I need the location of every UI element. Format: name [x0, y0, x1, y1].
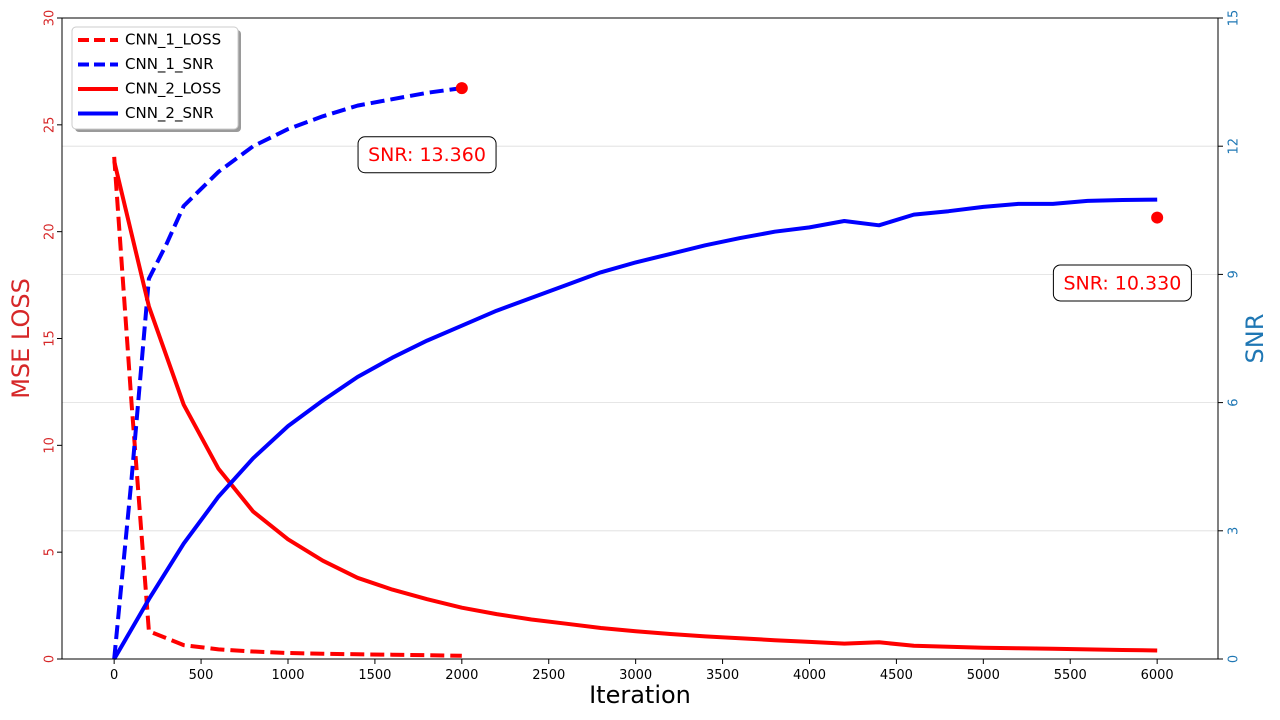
endpoint-marker — [1151, 211, 1164, 224]
grid-layer — [62, 145, 1218, 532]
x-tick-label: 5500 — [1054, 668, 1087, 683]
y-right-tick-label: 6 — [1227, 398, 1242, 406]
x-axis-label: Iteration — [589, 681, 691, 709]
x-tick-label: 5000 — [967, 668, 1000, 683]
annotation-text: SNR: 10.330 — [1063, 272, 1181, 294]
x-tick-label: 3500 — [706, 668, 739, 683]
endpoint-marker — [455, 82, 468, 95]
x-tick-label: 3000 — [619, 668, 652, 683]
y-left-tick-label: 0 — [43, 655, 58, 663]
y-left-tick-label: 30 — [43, 10, 58, 27]
x-tick-label: 2000 — [445, 668, 478, 683]
y-right-tick-label: 3 — [1227, 527, 1242, 535]
y-axis-left: 0 5 10 15 20 25 30 — [43, 10, 62, 663]
snr-annotation: SNR: 10.330 — [1052, 264, 1192, 302]
x-tick-label: 6000 — [1141, 668, 1174, 683]
legend-box — [71, 26, 239, 130]
annotation-box — [1052, 264, 1192, 302]
y-right-tick-label: 12 — [1227, 138, 1242, 155]
snr-annotation: SNR: 13.360 — [357, 136, 497, 174]
y-right-tick-label: 0 — [1227, 655, 1242, 663]
legend-label: CNN_1_LOSS — [125, 31, 221, 50]
x-tick-label: 1000 — [271, 668, 304, 683]
x-tick-label: 1500 — [358, 668, 391, 683]
legend-label: CNN_2_LOSS — [125, 80, 221, 99]
legend: CNN_1_LOSS CNN_1_SNR CNN_2_LOSS CNN_2_SNR — [71, 26, 241, 132]
y-left-tick-label: 15 — [43, 330, 58, 347]
annotation-text: SNR: 13.360 — [368, 144, 486, 166]
x-tick-label: 2500 — [532, 668, 565, 683]
annotation-box — [357, 136, 497, 174]
y-right-tick-label: 9 — [1227, 270, 1242, 278]
y-axis-right-label: SNR — [1241, 314, 1269, 364]
series-line-cnn-2-loss — [112, 160, 1158, 653]
x-tick-label: 0 — [110, 668, 118, 683]
y-left-tick-label: 25 — [43, 117, 58, 134]
series-line-cnn-1-loss — [112, 156, 462, 658]
x-tick-label: 4000 — [793, 668, 826, 683]
annotation-layer: SNR: 13.360 SNR: 10.330 — [357, 136, 1192, 302]
y-left-tick-label: 5 — [43, 548, 58, 556]
y-axis-right: 0 3 6 9 12 15 — [1218, 10, 1242, 663]
x-tick-label: 500 — [189, 668, 214, 683]
marker-layer — [455, 82, 1164, 224]
series-line-cnn-1-snr — [112, 86, 463, 660]
y-right-tick-label: 15 — [1227, 10, 1242, 27]
legend-label: CNN_1_SNR — [125, 55, 214, 74]
series-layer — [112, 86, 1158, 661]
y-axis-left-label: MSE LOSS — [7, 278, 35, 399]
series-line-cnn-2-snr — [112, 197, 1158, 661]
x-axis: 0 500 1000 1500 2000 2500 3000 3500 4000 4500 5000… — [110, 659, 1174, 683]
x-tick-label: 4500 — [880, 668, 913, 683]
y-left-tick-label: 10 — [43, 437, 58, 454]
y-left-tick-label: 20 — [43, 223, 58, 240]
legend-label: CNN_2_SNR — [125, 104, 214, 123]
